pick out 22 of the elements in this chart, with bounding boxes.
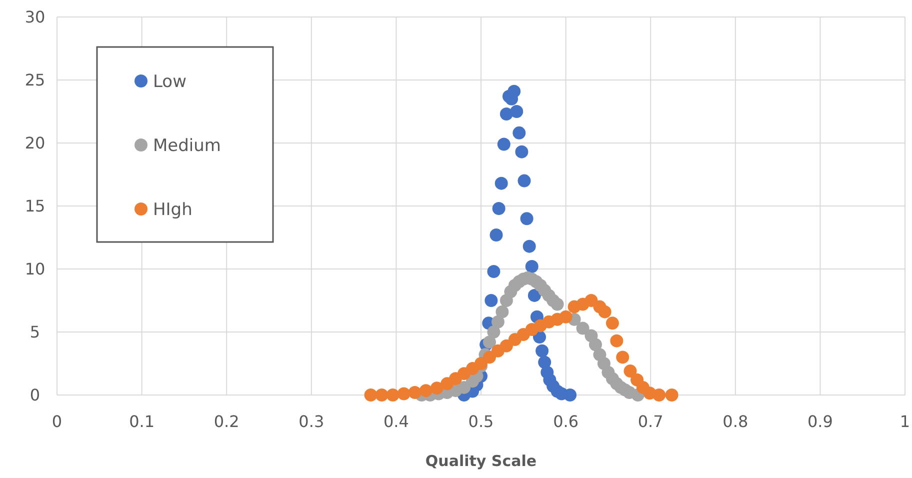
y-tick-label: 5 [30, 322, 40, 342]
x-tick-label: 0.4 [383, 412, 409, 431]
legend-label: Medium [153, 136, 221, 156]
x-tick-label: 0 [52, 412, 62, 431]
legend-label: HIgh [153, 200, 192, 220]
x-tick-label: 1 [900, 412, 910, 431]
x-tick-label: 0.9 [807, 412, 833, 431]
y-tick-label: 20 [24, 134, 46, 153]
x-tick-label: 0.6 [553, 412, 579, 431]
x-tick-label: 0.3 [298, 412, 324, 431]
x-tick-label: 0.1 [129, 412, 155, 431]
x-axis-title: Quality Scale [425, 452, 537, 470]
x-tick-label: 0.8 [722, 412, 748, 431]
x-tick-label: 0.5 [468, 412, 494, 431]
y-tick-label: 25 [24, 70, 46, 90]
x-tick-label: 0.2 [214, 412, 240, 431]
y-tick-label: 0 [30, 386, 40, 405]
x-tick-label: 0.7 [638, 412, 664, 431]
legend-label: Low [153, 72, 187, 92]
y-tick-label: 30 [24, 8, 46, 27]
y-tick-label: 10 [24, 260, 46, 279]
y-tick-label: 15 [24, 196, 46, 216]
